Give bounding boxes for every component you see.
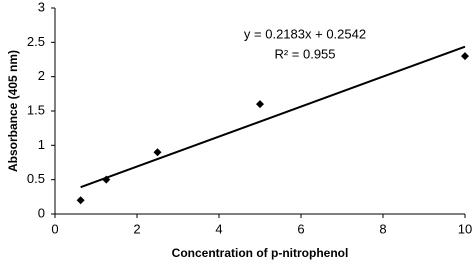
x-tick-label: 8 [379, 221, 386, 236]
y-tick-label: 2 [38, 68, 45, 83]
trend-equation: y = 0.2183x + 0.2542 [244, 26, 366, 41]
x-tick-label: 10 [458, 221, 472, 236]
data-point [102, 175, 111, 184]
data-point [461, 52, 469, 61]
y-tick-label: 3 [38, 0, 45, 14]
data-point [153, 148, 162, 157]
trend-r2: R² = 0.955 [274, 46, 335, 61]
x-tick-label: 0 [51, 221, 58, 236]
data-point [76, 196, 85, 205]
y-tick-label: 0 [38, 205, 45, 220]
x-tick-label: 4 [215, 221, 222, 236]
x-tick-label: 6 [297, 221, 304, 236]
y-axis-label: Absorbance (405 nm) [6, 50, 20, 172]
y-tick-label: 1 [38, 137, 45, 152]
x-axis-label: Concentration of p-nitrophenol [172, 246, 349, 260]
trendline [80, 45, 466, 189]
y-tick-label: 1.5 [27, 102, 45, 117]
data-point [256, 100, 264, 109]
y-tick-label: 2.5 [27, 34, 45, 49]
x-tick-label: 2 [133, 221, 140, 236]
y-tick-label: 0.5 [27, 171, 45, 186]
